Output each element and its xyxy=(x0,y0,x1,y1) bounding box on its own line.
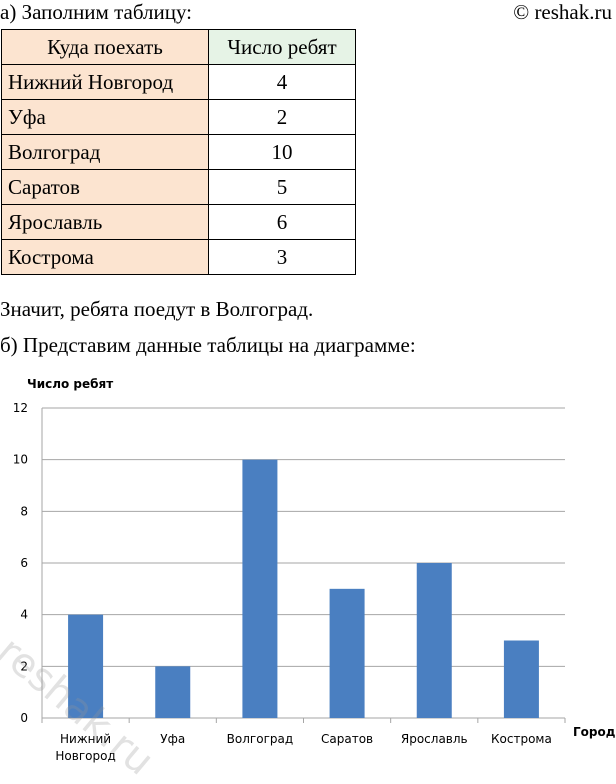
bar xyxy=(68,614,104,718)
y-tick-label: 2 xyxy=(20,659,28,673)
conclusion-text: Значит, ребята поедут в Волгоград. xyxy=(0,297,314,321)
table-row: Ярославль 6 xyxy=(1,204,356,240)
x-tick-label: Волгоград xyxy=(227,732,293,746)
table-row: Кострома 3 xyxy=(1,239,356,275)
intro-text: а) Заполним таблицу: xyxy=(0,0,193,24)
count-cell: 3 xyxy=(208,239,356,275)
city-cell: Кострома xyxy=(1,239,209,275)
city-cell: Нижний Новгород xyxy=(1,64,209,100)
table-row: Волгоград 10 xyxy=(1,134,356,170)
count-cell: 2 xyxy=(208,99,356,135)
x-axis-title: Город xyxy=(573,725,616,739)
city-cell: Уфа xyxy=(1,99,209,135)
y-tick-label: 8 xyxy=(20,504,28,518)
table-row: Нижний Новгород 4 xyxy=(1,64,356,100)
y-tick-label: 10 xyxy=(13,453,28,467)
bar xyxy=(503,640,539,718)
y-axis-title: Число ребят xyxy=(27,377,113,391)
y-tick-label: 12 xyxy=(13,401,28,415)
city-cell: Саратов xyxy=(1,169,209,205)
copyright-text: © reshak.ru xyxy=(513,0,612,24)
y-tick-label: 6 xyxy=(20,556,28,570)
city-cell: Волгоград xyxy=(1,134,209,170)
count-cell: 10 xyxy=(208,134,356,170)
count-cell: 4 xyxy=(208,64,356,100)
city-cell: Ярославль xyxy=(1,204,209,240)
y-tick-label: 0 xyxy=(20,711,28,725)
header-destination: Куда поехать xyxy=(1,29,209,65)
y-tick-label: 4 xyxy=(20,608,28,622)
x-tick-label: Ярославль xyxy=(401,732,468,746)
data-table: Куда поехать Число ребят Нижний Новгород… xyxy=(1,29,356,275)
bar xyxy=(155,666,191,718)
table-row: Саратов 5 xyxy=(1,169,356,205)
bar xyxy=(329,588,365,718)
x-tick-label: Нижний Новгород xyxy=(55,732,115,763)
x-tick-label: Уфа xyxy=(160,732,185,746)
x-tick-label: Кострома xyxy=(491,732,552,746)
x-tick-label: Саратов xyxy=(321,732,373,746)
bar-chart: 0 2 4 6 8 10 12 Нижний Новгород Уфа Волгоград Сарат… xyxy=(13,377,616,763)
table-row: Уфа 2 xyxy=(1,99,356,135)
header-count: Число ребят xyxy=(208,29,356,65)
table-header-row: Куда поехать Число ребят xyxy=(1,29,356,65)
part-b-text: б) Представим данные таблицы на диаграмм… xyxy=(0,333,416,357)
count-cell: 6 xyxy=(208,204,356,240)
count-cell: 5 xyxy=(208,169,356,205)
bar xyxy=(242,459,278,718)
bar xyxy=(416,563,452,718)
